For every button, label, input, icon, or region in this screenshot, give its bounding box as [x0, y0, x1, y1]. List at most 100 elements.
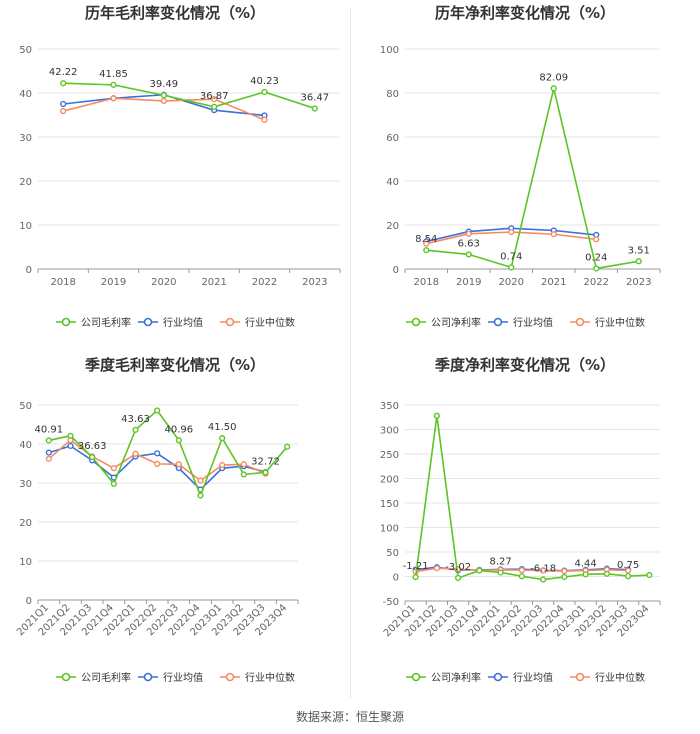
legend-marker: [61, 317, 71, 327]
data-label: 8.27: [489, 556, 511, 567]
y-tick-label: 0: [393, 573, 399, 584]
data-label: 0.24: [585, 252, 607, 263]
x-tick-label: 2019: [456, 277, 481, 288]
chart-svg: 季度毛利率变化情况（%）010203040502021Q12021Q22021Q…: [15, 356, 299, 684]
y-tick-label: 150: [380, 499, 399, 510]
data-label: 43.63: [121, 414, 150, 425]
chart-svg: 历年毛利率变化情况（%） 0 10 20 30 40 50 2018 2019 2020 2021 2…: [19, 4, 341, 329]
data-label: 36.87: [200, 91, 229, 102]
data-point: [465, 251, 472, 258]
y-tick-label: 250: [380, 450, 399, 461]
data-point: [550, 85, 557, 92]
y-tick-label: 350: [380, 401, 399, 412]
data-point: [284, 443, 291, 450]
y-tick-label: 40: [19, 440, 32, 451]
data-source-note: 数据来源：恒生聚源: [295, 710, 404, 724]
legend-label: 行业中位数: [595, 316, 645, 329]
legend-marker: [493, 317, 503, 327]
y-tick-label: 100: [380, 45, 399, 56]
data-point: [635, 258, 642, 265]
legend-marker: [411, 317, 421, 327]
x-tick-label: 2022: [584, 277, 609, 288]
y-tick-label: 50: [19, 45, 32, 56]
chart-title: 季度净利率变化情况（%）: [435, 356, 615, 374]
data-point: [240, 471, 247, 478]
chart-title: 季度毛利率变化情况（%）: [85, 356, 265, 374]
x-tick-label: 2022: [252, 277, 277, 288]
data-point: [160, 92, 167, 99]
data-point: [175, 437, 182, 444]
data-point: [89, 454, 96, 461]
data-label: 3.51: [628, 245, 650, 256]
data-point: [132, 426, 139, 433]
legend-label: 公司净利率: [431, 671, 481, 684]
y-tick-label: 20: [19, 518, 32, 529]
series-line: [48, 409, 288, 498]
data-point: [110, 95, 117, 102]
legend-marker: [225, 672, 235, 682]
data-point: [646, 571, 653, 579]
y-tick-label: 40: [386, 177, 399, 188]
data-point: [508, 228, 515, 236]
data-point: [45, 437, 52, 444]
data-point: [154, 460, 161, 467]
chart-svg: 历年净利率变化情况（%） 0 20 40 60 80 100 2018 2019 2020 2021…: [380, 4, 661, 329]
data-point: [60, 107, 67, 115]
data-label: 0.75: [617, 560, 639, 571]
data-label: -6.18: [530, 564, 556, 575]
data-point: [561, 573, 568, 581]
data-point: [110, 81, 117, 88]
data-label: 40.91: [35, 424, 64, 435]
data-label: 4.44: [574, 558, 596, 569]
legend-label: 行业中位数: [245, 671, 295, 684]
data-point: [60, 100, 67, 108]
y-tick-label: 300: [380, 426, 399, 437]
data-point: [160, 97, 167, 105]
data-label: 39.49: [150, 79, 179, 90]
data-point: [154, 450, 161, 457]
data-point: [211, 103, 218, 110]
data-point: [110, 480, 117, 487]
y-tick-label: 10: [19, 557, 32, 568]
data-label: 41.85: [99, 69, 128, 80]
x-tick-label: 2020: [151, 277, 176, 288]
data-label: -3.02: [445, 562, 471, 573]
data-label: 42.22: [49, 67, 78, 78]
data-point: [465, 230, 472, 237]
legend-label: 公司毛利率: [81, 671, 131, 684]
chart-title: 历年毛利率变化情况（%）: [85, 4, 265, 22]
legend-label: 行业均值: [163, 316, 203, 329]
legend-label: 行业中位数: [245, 316, 295, 329]
series-line: [63, 82, 316, 110]
data-point: [433, 412, 440, 419]
data-point: [582, 571, 589, 578]
data-point: [625, 573, 632, 580]
data-point: [67, 432, 74, 439]
data-point: [508, 264, 515, 271]
data-label: 36.63: [78, 441, 107, 452]
legend-marker: [575, 672, 585, 682]
data-label: 8.54: [415, 234, 437, 245]
y-tick-label: 40: [19, 89, 32, 100]
legend-marker: [575, 317, 585, 327]
data-point: [45, 455, 52, 462]
x-tick-label: 2018: [414, 277, 439, 288]
y-tick-label: 50: [19, 401, 32, 412]
quarterly-gross-margin-chart: 季度毛利率变化情况（%） 0 10 20 30 40 50 2021Q1 2021Q2 2021Q…: [0, 352, 350, 702]
series-line: [414, 415, 650, 581]
legend-marker: [411, 672, 421, 682]
legend-marker: [493, 672, 503, 682]
data-point: [593, 265, 600, 272]
x-tick-label: 2019: [101, 277, 126, 288]
quarterly-net-margin-chart: 季度净利率变化情况（%） -50 0 50 100 150 200 250 300 350 2021…: [350, 352, 700, 702]
data-point: [497, 569, 504, 576]
x-tick-label: 2021: [201, 277, 226, 288]
data-label: 82.09: [539, 72, 568, 83]
data-point: [518, 573, 525, 580]
data-label: 36.47: [301, 93, 330, 104]
data-point: [45, 449, 52, 456]
data-point: [67, 442, 74, 450]
y-tick-label: 80: [386, 89, 399, 100]
legend-label: 行业均值: [163, 671, 203, 684]
data-label: 6.63: [458, 238, 480, 249]
